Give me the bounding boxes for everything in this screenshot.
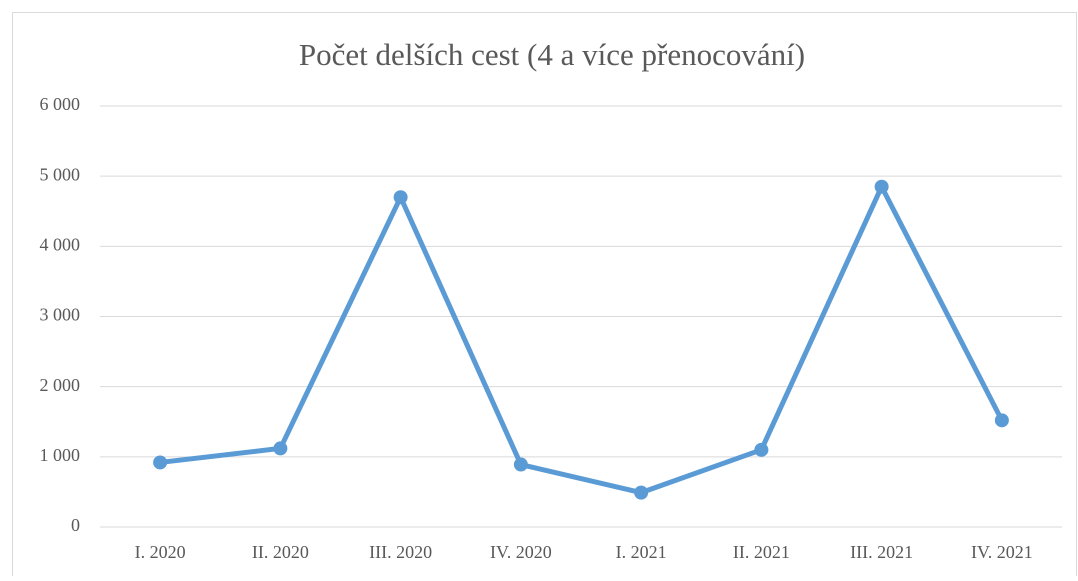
x-tick-label: I. 2021	[616, 542, 667, 562]
marker	[634, 485, 649, 500]
y-tick-label: 5 000	[40, 164, 81, 184]
chart-border	[12, 12, 1077, 581]
marker	[273, 441, 288, 456]
marker	[754, 442, 769, 457]
x-tick-label: II. 2021	[733, 542, 790, 562]
marker	[513, 457, 528, 472]
marker	[393, 190, 408, 205]
x-tick-label: III. 2021	[850, 542, 913, 562]
x-tick-label: IV. 2021	[971, 542, 1033, 562]
y-tick-label: 3 000	[40, 305, 81, 325]
y-tick-label: 6 000	[40, 94, 81, 114]
y-tick-label: 1 000	[40, 445, 81, 465]
marker	[994, 413, 1009, 428]
chart-title: Počet delších cest (4 a více přenocování…	[299, 37, 805, 72]
y-tick-label: 4 000	[40, 234, 81, 254]
x-tick-label: IV. 2020	[490, 542, 552, 562]
y-tick-label: 0	[71, 515, 80, 535]
line	[159, 184, 1005, 496]
y-tick-label: 2 000	[40, 375, 81, 395]
x-tick-label: II. 2020	[252, 542, 309, 562]
x-tick-label: I. 2020	[135, 542, 186, 562]
marker	[153, 455, 168, 470]
marker	[874, 179, 889, 194]
x-tick-label: III. 2020	[369, 542, 432, 562]
